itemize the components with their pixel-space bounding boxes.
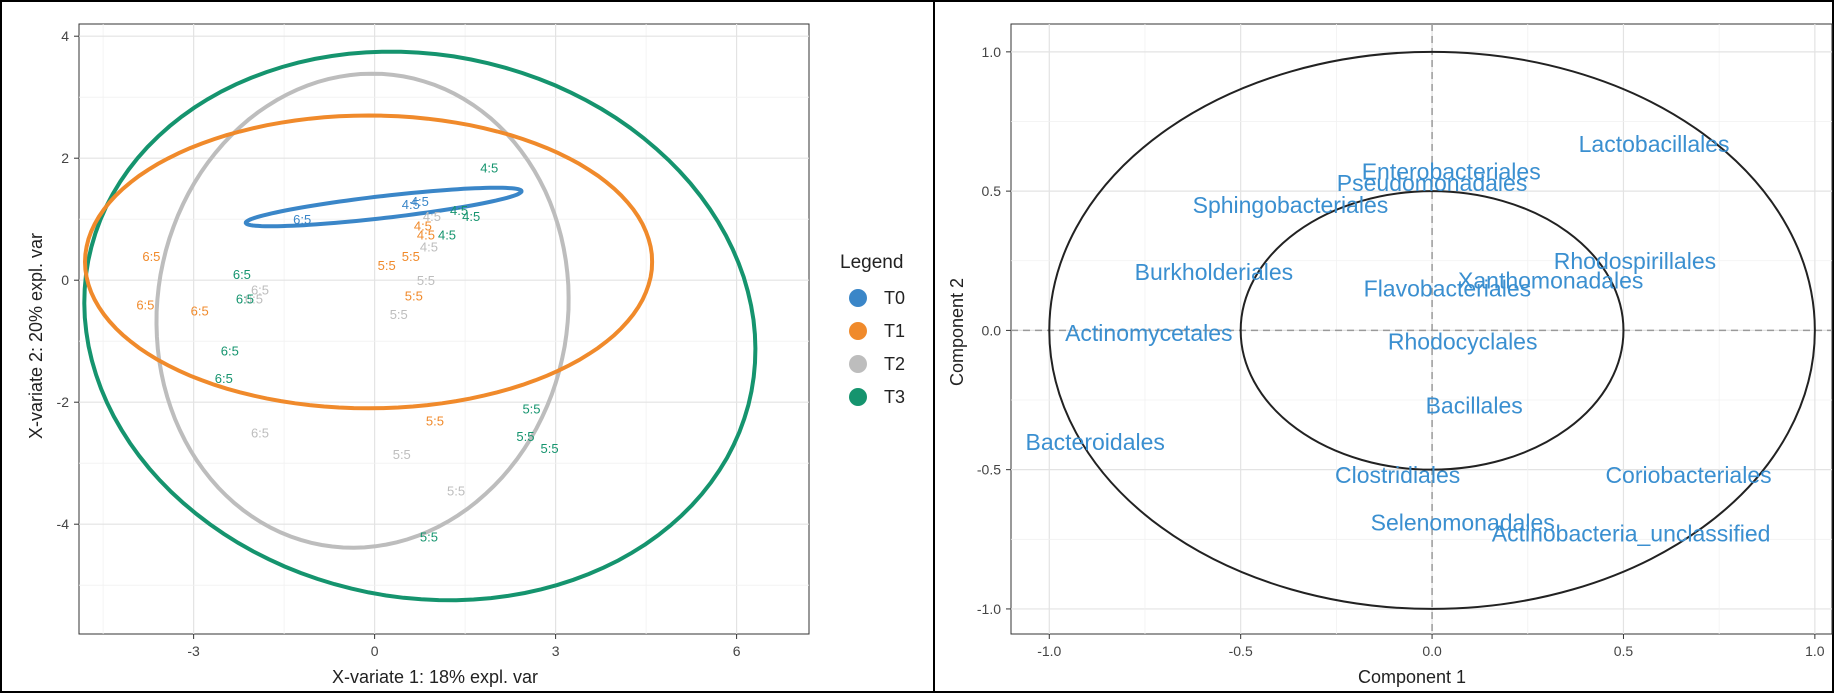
variable-label: Rhodospirillales bbox=[1554, 248, 1716, 274]
right-y-axis-label: Component 2 bbox=[947, 278, 967, 386]
legend-label-t3: T3 bbox=[884, 387, 905, 407]
point-label-t0: 4:5 bbox=[402, 197, 420, 212]
inner-correlation-circle bbox=[1239, 190, 1625, 471]
point-label-t3: 5:5 bbox=[522, 401, 540, 416]
point-label-t1: 6:5 bbox=[191, 304, 209, 319]
variable-label: Enterobacteriales bbox=[1362, 159, 1541, 185]
point-label-t3: 6:5 bbox=[236, 292, 254, 307]
legend-label-t1: T1 bbox=[884, 321, 905, 341]
variable-label: Pseudomonadales bbox=[1337, 170, 1528, 196]
left-x-tick-label: 6 bbox=[733, 643, 741, 659]
left-y-tick-label: -4 bbox=[57, 516, 70, 532]
point-label-t2: 4:5 bbox=[423, 209, 441, 224]
right-x-tick-label: 0.0 bbox=[1422, 643, 1442, 659]
variable-label: Selenomonadales bbox=[1371, 510, 1555, 536]
variable-label: Flavobacteriales bbox=[1364, 276, 1531, 302]
variable-label: Burkholderiales bbox=[1135, 259, 1294, 285]
left-y-tick-label: 4 bbox=[61, 28, 69, 44]
right-x-axis-label: Component 1 bbox=[1358, 667, 1466, 687]
legend-swatch-t2 bbox=[849, 355, 867, 373]
left-plot-background bbox=[78, 23, 810, 635]
point-label-t3: 4:5 bbox=[450, 203, 468, 218]
point-label-t0: 4:5 bbox=[411, 194, 429, 209]
legend-swatch-t0 bbox=[849, 289, 867, 307]
legend-label-t0: T0 bbox=[884, 288, 905, 308]
variable-label: Clostridiales bbox=[1335, 462, 1460, 488]
right-x-tick-label: -0.5 bbox=[1229, 643, 1253, 659]
point-label-t0: 6:5 bbox=[293, 212, 311, 227]
point-label-t3: 4:5 bbox=[438, 227, 456, 242]
point-label-t1: 5:5 bbox=[402, 249, 420, 264]
point-label-t3: 6:5 bbox=[233, 267, 251, 282]
ellipse-t3 bbox=[82, 49, 758, 603]
variable-label: Lactobacillales bbox=[1579, 131, 1730, 157]
variable-label: Bacteroidales bbox=[1026, 429, 1165, 455]
point-label-t2: 6:5 bbox=[245, 292, 263, 307]
legend: Legend T0 T1 T2 T3 bbox=[840, 252, 905, 407]
legend-title: Legend bbox=[840, 252, 903, 273]
ellipse-t0 bbox=[243, 185, 524, 229]
left-y-tick-label: -2 bbox=[57, 394, 70, 410]
left-x-tick-label: 3 bbox=[552, 643, 560, 659]
left-y-tick-label: 0 bbox=[61, 272, 69, 288]
variable-label: Xanthomonadales bbox=[1458, 267, 1643, 293]
variable-label: Actinomycetales bbox=[1065, 320, 1232, 346]
variable-label: Actinobacteria_unclassified bbox=[1492, 521, 1771, 547]
point-label-t1: 6:5 bbox=[136, 298, 154, 313]
ellipse-t2 bbox=[154, 71, 571, 550]
left-x-tick-label: 0 bbox=[371, 643, 379, 659]
point-label-t1: 5:5 bbox=[426, 414, 444, 429]
point-label-t2: 5:5 bbox=[393, 447, 411, 462]
variable-label: Sphingobacteriales bbox=[1193, 192, 1389, 218]
point-label-t1: 4:5 bbox=[417, 227, 435, 242]
legend-swatch-t3 bbox=[849, 388, 867, 406]
right-y-tick-label: 0.5 bbox=[982, 183, 1002, 199]
right-x-tick-label: -1.0 bbox=[1037, 643, 1061, 659]
point-label-t3: 5:5 bbox=[516, 429, 534, 444]
point-label-t2: 5:5 bbox=[417, 273, 435, 288]
outer-correlation-circle bbox=[1048, 50, 1816, 610]
left-y-tick-label: 2 bbox=[61, 150, 69, 166]
point-label-t2: 5:5 bbox=[447, 484, 465, 499]
point-label-t3: 5:5 bbox=[420, 529, 438, 544]
point-label-t3: 6:5 bbox=[221, 343, 239, 358]
left-x-axis-label: X-variate 1: 18% expl. var bbox=[332, 667, 538, 687]
point-label-t3: 6:5 bbox=[215, 371, 233, 386]
point-label-t3: 4:5 bbox=[462, 209, 480, 224]
point-label-t2: 4:5 bbox=[420, 240, 438, 255]
right-plot-area: -1.0 -0.5 0.0 0.5 1.0 -1.0 -0.5 0.0 0.5 1.0 Lactob… bbox=[977, 23, 1833, 659]
legend-label-t2: T2 bbox=[884, 354, 905, 374]
ellipse-t1 bbox=[82, 113, 655, 411]
point-label-t3: 4:5 bbox=[480, 160, 498, 175]
right-y-tick-label: -1.0 bbox=[977, 601, 1001, 617]
left-y-axis-label: X-variate 2: 20% expl. var bbox=[26, 233, 46, 439]
point-label-t1: 5:5 bbox=[378, 258, 396, 273]
point-label-t3: 5:5 bbox=[541, 441, 559, 456]
point-label-t1: 5:5 bbox=[405, 288, 423, 303]
point-label-t1: 6:5 bbox=[142, 249, 160, 264]
right-x-tick-label: 1.0 bbox=[1805, 643, 1825, 659]
variable-label: Coriobacteriales bbox=[1605, 462, 1771, 488]
variable-label: Bacillales bbox=[1426, 393, 1523, 419]
legend-swatch-t1 bbox=[849, 322, 867, 340]
variable-label: Rhodocyclales bbox=[1388, 329, 1538, 355]
point-label-t2: 5:5 bbox=[390, 307, 408, 322]
point-label-t2: 6:5 bbox=[251, 282, 269, 297]
right-y-tick-label: 1.0 bbox=[982, 44, 1002, 60]
point-label-t2: 6:5 bbox=[251, 426, 269, 441]
right-y-tick-label: -0.5 bbox=[977, 462, 1001, 478]
point-label-t1: 4:5 bbox=[414, 218, 432, 233]
right-x-tick-label: 0.5 bbox=[1614, 643, 1634, 659]
left-plot-content: 6:54:54:56:56:5 6:55:55:55:54:54:55:56:56… bbox=[82, 49, 758, 603]
left-x-tick-label: -3 bbox=[187, 643, 200, 659]
right-y-tick-label: 0.0 bbox=[982, 322, 1002, 338]
